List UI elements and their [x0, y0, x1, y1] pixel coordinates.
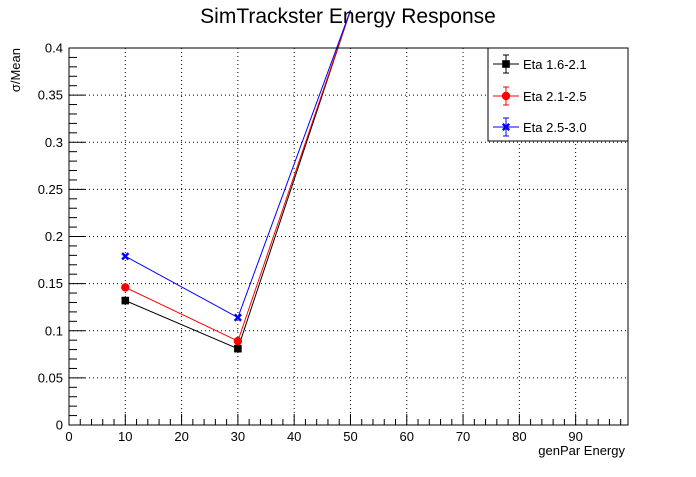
legend-label: Eta 1.6-2.1 [523, 57, 587, 72]
y-tick-label: 0.2 [45, 229, 63, 244]
y-tick-label: 0.4 [45, 41, 63, 56]
legend-label: Eta 2.5-3.0 [523, 120, 587, 135]
x-axis-label: genPar Energy [538, 443, 625, 458]
y-tick-label: 0.25 [38, 182, 63, 197]
x-tick-label: 40 [287, 429, 301, 444]
legend-entry: Eta 1.6-2.1 [493, 54, 587, 74]
legend-entries: Eta 1.6-2.1 Eta 2.1-2.5 Eta 2.5-3.0 [493, 54, 587, 137]
legend-marker [502, 60, 510, 68]
grid [69, 48, 628, 425]
data-point [121, 283, 130, 292]
y-axis-label: σ/Mean [8, 48, 23, 92]
x-tick-label: 70 [456, 429, 470, 444]
legend-marker [501, 91, 511, 101]
x-tick-label: 80 [512, 429, 526, 444]
legend-marker [501, 122, 511, 132]
x-tick-label: 0 [65, 429, 72, 444]
series-1 [121, 10, 351, 353]
legend-entry: Eta 2.1-2.5 [493, 86, 587, 106]
x-tick-label: 30 [231, 429, 245, 444]
y-tick-label: 0.15 [38, 276, 63, 291]
y-tick-label: 0.35 [38, 88, 63, 103]
legend-entry: Eta 2.5-3.0 [493, 117, 587, 137]
y-tick-label: 0.3 [45, 135, 63, 150]
chart-title: SimTrackster Energy Response [200, 5, 496, 28]
ticks: 0 10 20 30 40 50 60 70 80 90 0 0.05 0.1 0.15 0.2 0.25 0.… [38, 41, 622, 444]
data-point [121, 252, 130, 261]
y-tick-label: 0.05 [38, 370, 63, 385]
series-2 [121, 10, 351, 346]
x-tick-label: 20 [174, 429, 188, 444]
x-tick-label: 50 [343, 429, 357, 444]
series-layer [121, 10, 351, 353]
y-tick-label: 0 [56, 418, 63, 433]
y-tick-label: 0.1 [45, 323, 63, 338]
legend-label: Eta 2.1-2.5 [523, 89, 587, 104]
x-tick-label: 90 [568, 429, 582, 444]
x-tick-label: 10 [118, 429, 132, 444]
legend: Eta 1.6-2.1 Eta 2.1-2.5 Eta 2.5-3.0 [487, 47, 629, 142]
series-3 [121, 10, 351, 322]
data-point [234, 344, 242, 353]
data-point [121, 296, 130, 305]
x-tick-label: 60 [400, 429, 414, 444]
data-point [233, 336, 243, 346]
data-point [233, 313, 242, 322]
